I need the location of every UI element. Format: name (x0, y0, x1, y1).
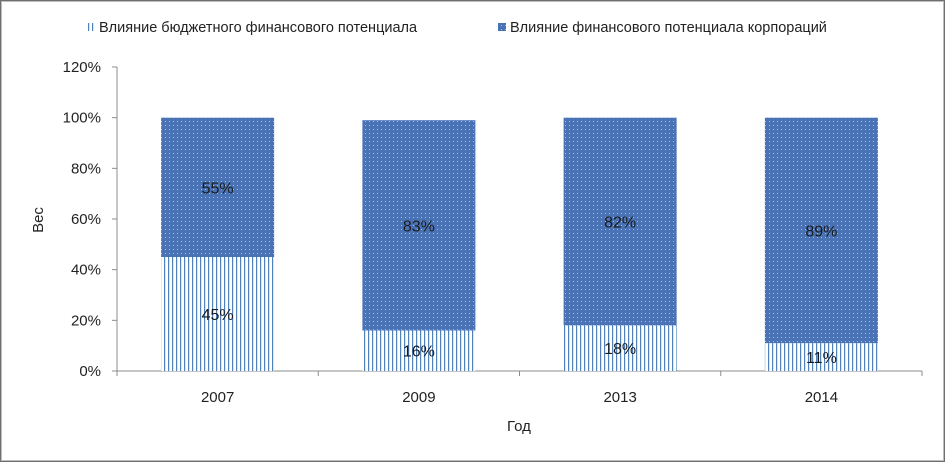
bars: 45% 55% 16% 83% 18% 82% 11% 89% (161, 117, 878, 371)
legend-swatch-corporate (498, 23, 506, 31)
y-tick-label: 20% (71, 312, 101, 329)
data-label: 55% (202, 180, 234, 197)
data-label: 16% (403, 344, 435, 361)
data-label: 82% (604, 215, 636, 232)
bar-corporate (764, 117, 878, 344)
bar-corporate (563, 117, 677, 326)
x-tick-label: 2009 (402, 389, 435, 406)
x-ticks: 2007 2009 2013 2014 (116, 371, 923, 406)
x-tick-label: 2014 (805, 389, 838, 406)
x-axis-label: Год (507, 418, 531, 435)
y-tick-label: 100% (63, 110, 101, 127)
legend-swatch-budget (86, 23, 94, 31)
data-label: 11% (806, 350, 837, 367)
data-label: 83% (403, 218, 435, 235)
bar-budget (161, 257, 275, 371)
x-tick-label: 2007 (201, 389, 234, 406)
y-tick-label: 60% (71, 211, 101, 228)
legend: Влияние бюджетного финансового потенциал… (86, 20, 827, 36)
y-tick-label: 120% (63, 59, 101, 76)
x-tick-label: 2013 (603, 389, 636, 406)
bar-budget (362, 330, 476, 371)
y-axis-label: Вес (30, 207, 47, 233)
legend-label-budget: Влияние бюджетного финансового потенциал… (99, 20, 418, 36)
y-ticks: 0% 20% 40% 60% 80% 100% 120% (63, 59, 117, 380)
bar-budget (563, 325, 677, 371)
data-label: 45% (202, 307, 234, 324)
y-tick-label: 40% (71, 262, 101, 279)
y-tick-label: 0% (79, 363, 101, 380)
y-tick-label: 80% (71, 160, 101, 177)
legend-label-corporate: Влияние финансового потенциала корпораци… (510, 20, 827, 36)
bar-corporate (161, 117, 275, 258)
bar-corporate (362, 120, 476, 331)
bar-budget (764, 343, 878, 371)
data-label: 18% (604, 341, 636, 358)
data-label: 89% (805, 223, 837, 240)
